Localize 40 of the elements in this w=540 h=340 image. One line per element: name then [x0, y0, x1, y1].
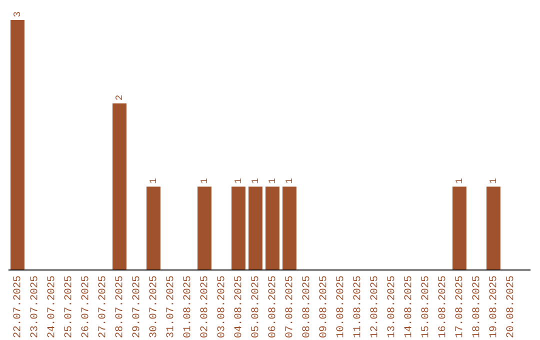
data-label: 1	[200, 178, 207, 184]
x-tick-label: 19.08.2025	[489, 276, 496, 338]
x-tick-label: 20.08.2025	[506, 276, 514, 338]
x-tick-label: 31.07.2025	[166, 276, 174, 338]
x-tick-label: 18.08.2025	[472, 276, 480, 338]
x-tick-label: 16.08.2025	[438, 276, 446, 338]
x-tick-label: 17.08.2025	[455, 276, 462, 338]
x-tick-label: 27.07.2025	[98, 276, 106, 338]
data-label: 2	[116, 95, 122, 100]
x-tick-label: 02.08.2025	[200, 276, 208, 338]
data-label: 1	[456, 178, 462, 184]
x-tick-label: 22.07.2025	[13, 276, 20, 338]
x-tick-label: 05.08.2025	[251, 276, 258, 338]
data-label: 1	[252, 178, 258, 184]
x-tick-label: 08.08.2025	[302, 276, 310, 338]
x-tick-label: 15.08.2025	[421, 276, 428, 338]
x-tick-label: 11.08.2025	[353, 276, 360, 338]
x-tick-label: 12.08.2025	[370, 276, 378, 338]
data-label: 1	[286, 178, 292, 184]
x-tick-label: 14.08.2025	[404, 276, 412, 338]
data-label: 3	[14, 12, 20, 17]
x-tick-label: 07.08.2025	[285, 276, 292, 338]
x-tick-label: 23.07.2025	[30, 276, 38, 338]
x-tick-label: 10.08.2025	[336, 276, 344, 338]
x-tick-label: 03.08.2025	[217, 276, 224, 338]
x-tick-label: 28.07.2025	[115, 276, 122, 338]
data-label: 1	[234, 178, 241, 184]
x-tick-label: 25.07.2025	[64, 276, 72, 338]
x-tick-label: 04.08.2025	[234, 276, 242, 338]
x-tick-label: 01.08.2025	[183, 276, 190, 338]
x-tick-label: 29.07.2025	[132, 276, 140, 338]
data-label: 1	[268, 178, 275, 184]
x-tick-label: 09.08.2025	[319, 276, 326, 338]
data-label: 1	[490, 178, 496, 184]
data-label: 1	[150, 178, 156, 184]
x-tick-label: 30.07.2025	[149, 276, 156, 338]
x-tick-label: 13.08.2025	[387, 276, 394, 338]
x-tick-label: 24.07.2025	[47, 276, 54, 338]
x-tick-label: 06.08.2025	[268, 276, 276, 338]
x-tick-label: 26.07.2025	[81, 276, 88, 338]
